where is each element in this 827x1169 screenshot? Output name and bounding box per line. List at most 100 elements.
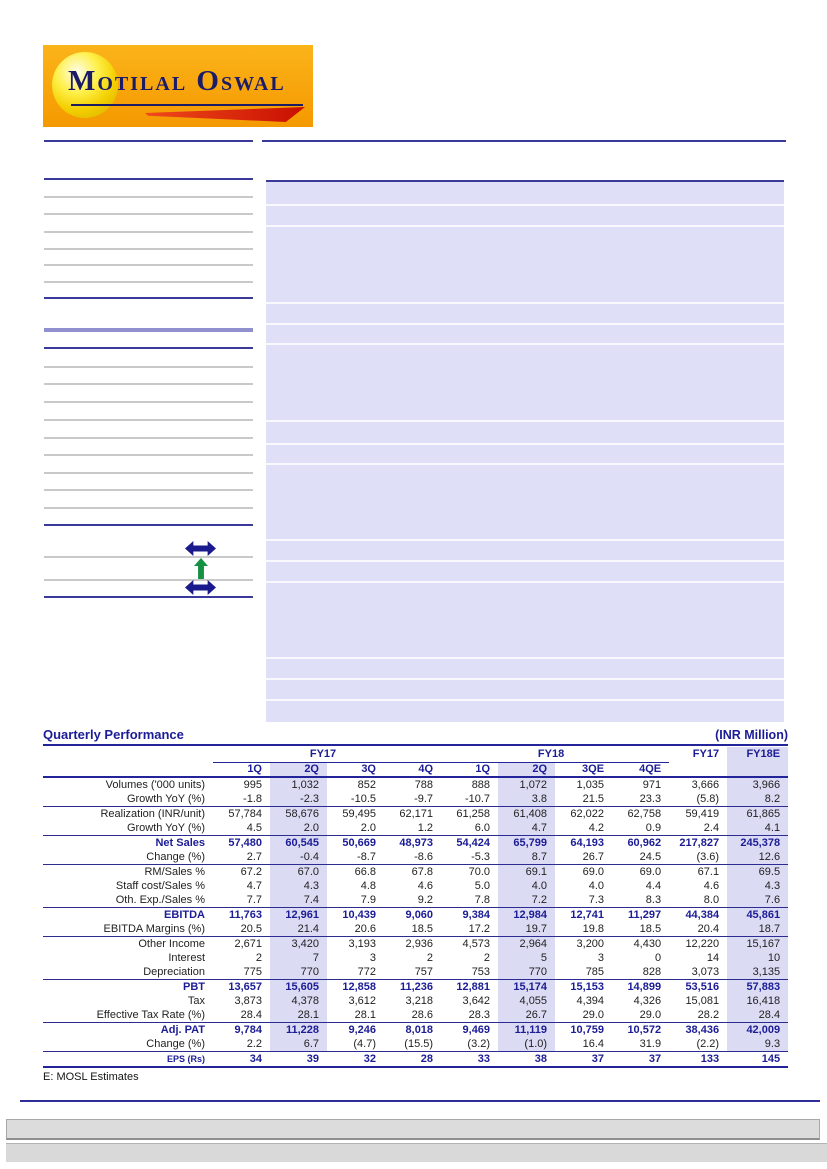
panel-row-divider [266,302,784,304]
value-cell: 4.7 [498,821,556,836]
value-cell: 38,436 [669,1022,728,1037]
value-cell: 1,072 [498,777,556,792]
value-cell: 11,236 [384,979,442,994]
table-row: Oth. Exp./Sales % 7.7 7.4 7.9 9.2 7.8 7.2 7.3 8.… [43,893,789,908]
left-right-arrow-icon [185,541,216,556]
logo-underline [71,104,303,106]
value-cell: 2,671 [213,936,270,951]
group-header-fy18: FY18 [441,747,670,763]
value-cell: 3,200 [555,936,613,951]
panel-row-divider [266,323,784,325]
value-cell: 15,153 [555,979,613,994]
value-cell: 20.4 [697,922,720,935]
value-cell: 4.6 [703,879,720,892]
value-cell: 69.5 [727,864,789,879]
footer-bar [6,1143,827,1162]
row-label: Staff cost/Sales % [115,879,205,892]
table-row: PBT 13,657 15,605 12,858 11,236 12,881 15,174 1… [43,979,789,994]
value-cell: 24.5 [639,850,662,863]
value-cell: 133 [669,1051,728,1068]
panel-row-divider [266,420,784,422]
divider-line [44,366,253,368]
value-cell: 3,420 [270,936,327,951]
value-cell: 9,784 [213,1022,270,1037]
row-label: EBITDA [43,907,213,922]
value-cell: 3 [597,951,605,964]
divider-line [44,472,253,474]
value-cell: (15.5) [404,1037,434,1050]
year-header-fy17: FY17 [692,748,720,761]
value-cell: 65,799 [498,835,556,850]
value-cell: 14 [706,951,720,964]
value-cell: 9,384 [441,907,499,922]
value-cell: 67.2 [213,864,270,879]
value-cell: 0.9 [645,821,662,834]
value-cell: 61,408 [498,806,556,821]
value-cell: 67.0 [270,864,327,879]
value-cell: 21.5 [582,792,605,805]
value-cell: 217,827 [669,835,728,850]
value-cell: 19.8 [582,922,605,935]
value-cell: 16.4 [582,1037,605,1050]
row-label: Oth. Exp./Sales % [115,893,205,906]
divider-line [44,454,253,456]
value-cell: 7.4 [270,893,327,908]
quarter-header: 3QE [555,762,613,778]
value-cell: 3,193 [327,936,384,951]
quarter-header: 4QE [612,762,670,778]
value-cell: 757 [414,965,434,978]
value-cell: 12,984 [498,907,556,922]
value-cell: 9.2 [417,893,434,906]
quarterly-performance-table: FY17 FY18 FY17 FY18E 1Q 2Q 3Q 4Q 1Q 2Q 3QE 4QE … [43,747,789,1068]
value-cell: 971 [642,778,662,791]
value-cell: 12,220 [669,936,728,951]
value-cell: -8.6 [414,850,434,863]
value-cell: 775 [243,965,262,978]
up-arrow-icon [194,558,208,579]
table-row: RM/Sales % 67.2 67.0 66.8 67.8 70.0 69.1 69.0 69… [43,864,789,879]
divider-line [44,213,253,215]
value-cell: 11,228 [270,1022,327,1037]
value-cell: 12,961 [270,907,327,922]
table-row: Net Sales 57,480 60,545 50,669 48,973 54,424 6… [43,835,789,850]
value-cell: 28.1 [270,1008,327,1023]
value-cell: 3,073 [691,965,720,978]
value-cell: 3,642 [462,994,491,1007]
panel-row-divider [266,699,784,701]
value-cell: 3,612 [348,994,376,1007]
value-cell: 245,378 [727,835,789,850]
value-cell: 852 [357,778,376,791]
divider-line [44,507,253,509]
value-cell: 61,258 [441,806,499,821]
panel-row-divider [266,657,784,659]
value-cell: 18.5 [411,922,434,935]
value-cell: 31.9 [639,1037,662,1050]
value-cell: 1.2 [417,821,434,834]
value-cell: 7 [270,951,327,965]
value-cell: 60,545 [270,835,327,850]
panel-row-divider [266,204,784,206]
table-row: Change (%) 2.2 6.7 (4.7) (15.5) (3.2) (1.0) 16.… [43,1037,789,1052]
value-cell: 4.6 [417,879,434,892]
value-cell: -8.7 [357,850,376,863]
value-cell: 61,865 [727,806,789,821]
value-cell: 62,022 [555,806,613,821]
value-cell: (2.2) [696,1037,720,1050]
divider-line [44,419,253,421]
value-cell: 5 [498,951,556,965]
value-cell: 21.4 [270,922,327,937]
value-cell: 3,873 [234,994,262,1007]
value-cell: 8,018 [384,1022,442,1037]
value-cell: -1.8 [243,792,262,805]
value-cell: 9,469 [441,1022,499,1037]
table-row: Interest 2 7 3 2 2 5 3 0 14 10 [43,951,789,965]
divider-line [44,178,253,180]
value-cell: 58,676 [270,806,327,821]
value-cell: 11,119 [498,1022,556,1037]
row-label: Growth YoY (%) [126,821,205,834]
value-cell: 54,424 [441,835,499,850]
row-label: Depreciation [143,965,205,978]
value-cell: 29.0 [639,1008,662,1021]
divider-line [44,231,253,233]
value-cell: 888 [471,778,491,791]
